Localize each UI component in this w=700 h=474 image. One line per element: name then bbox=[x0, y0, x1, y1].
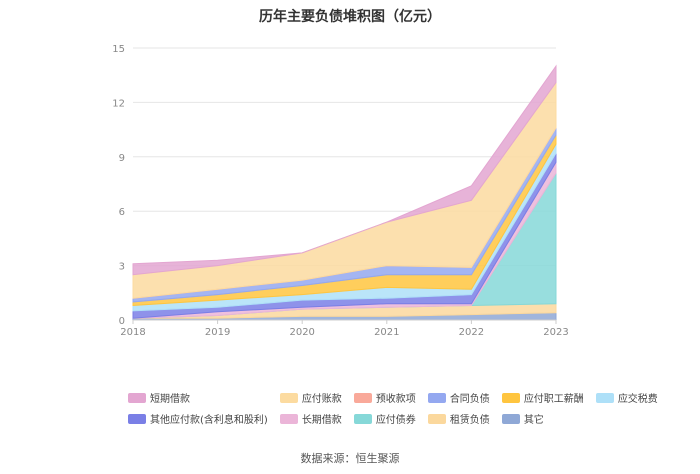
legend-label: 租赁负债 bbox=[449, 415, 490, 426]
y-tick-label: 15 bbox=[112, 44, 125, 55]
legend: 短期借款 应付账款 预收款项 合同负债 应付职工薪酬 应交税费其他应付款(含利息和股利) 长… bbox=[128, 390, 658, 426]
legend-swatch bbox=[279, 392, 298, 403]
legend-label: 应付债券 bbox=[375, 415, 416, 426]
x-tick-label: 2022 bbox=[459, 327, 484, 338]
legend-item[interactable]: 短期借款 bbox=[128, 390, 268, 405]
area-series-短期借款 bbox=[132, 64, 557, 276]
axes: 0 3 6 9 12 15 2018 2019 2020 2021 2022 2023 bbox=[112, 44, 568, 338]
legend-label: 短期借款 bbox=[150, 394, 190, 405]
legend-item[interactable]: 合同负债 bbox=[427, 390, 490, 405]
legend-item[interactable]: 预收款项 bbox=[353, 390, 416, 405]
chart-title: 历年主要负债堆积图（亿元） bbox=[259, 9, 441, 25]
legend-swatch bbox=[279, 413, 298, 424]
legend-swatch bbox=[427, 392, 446, 403]
series-areas bbox=[132, 64, 557, 321]
legend-swatch bbox=[427, 413, 446, 424]
legend-item[interactable]: 长期借款 bbox=[279, 411, 342, 426]
legend-swatch bbox=[501, 413, 520, 424]
legend-label: 长期借款 bbox=[301, 415, 342, 426]
x-tick-label: 2021 bbox=[374, 327, 399, 338]
legend-item[interactable]: 应付账款 bbox=[279, 390, 342, 405]
legend-swatch bbox=[128, 392, 146, 403]
legend-swatch bbox=[501, 392, 520, 403]
legend-item[interactable]: 应付职工薪酬 bbox=[501, 390, 584, 405]
legend-swatch bbox=[128, 413, 146, 424]
legend-item[interactable]: 应交税费 bbox=[595, 390, 658, 405]
legend-label: 其他应付款(含利息和股利) bbox=[150, 415, 268, 426]
legend-item[interactable]: 其它 bbox=[501, 411, 584, 426]
stacked-area-chart: 0 3 6 9 12 15 2018 2019 2020 2021 2022 2023 bbox=[112, 44, 568, 338]
y-tick-label: 3 bbox=[119, 262, 125, 273]
y-tick-label: 0 bbox=[119, 316, 125, 327]
legend-item[interactable]: 租赁负债 bbox=[427, 411, 490, 426]
y-tick-label: 6 bbox=[119, 207, 125, 218]
x-tick-label: 2019 bbox=[205, 327, 230, 338]
legend-label: 其它 bbox=[523, 415, 544, 426]
legend-label: 应交税费 bbox=[617, 394, 658, 405]
legend-item[interactable]: 应付债券 bbox=[353, 411, 416, 426]
x-tick-label: 2023 bbox=[543, 327, 568, 338]
data-source: 数据来源：恒生聚源 bbox=[300, 452, 400, 465]
legend-label: 合同负债 bbox=[449, 394, 490, 405]
x-tick-label: 2018 bbox=[120, 327, 145, 338]
legend-label: 应付职工薪酬 bbox=[523, 394, 584, 405]
legend-swatch bbox=[595, 392, 614, 403]
legend-label: 预收款项 bbox=[375, 394, 416, 405]
x-tick-label: 2020 bbox=[289, 327, 314, 338]
legend-swatch bbox=[353, 413, 372, 424]
legend-label: 应付账款 bbox=[301, 394, 342, 405]
legend-swatch bbox=[353, 392, 372, 403]
legend-item[interactable]: 其他应付款(含利息和股利) bbox=[128, 411, 268, 426]
y-tick-label: 9 bbox=[119, 153, 125, 164]
y-tick-label: 12 bbox=[112, 98, 125, 109]
